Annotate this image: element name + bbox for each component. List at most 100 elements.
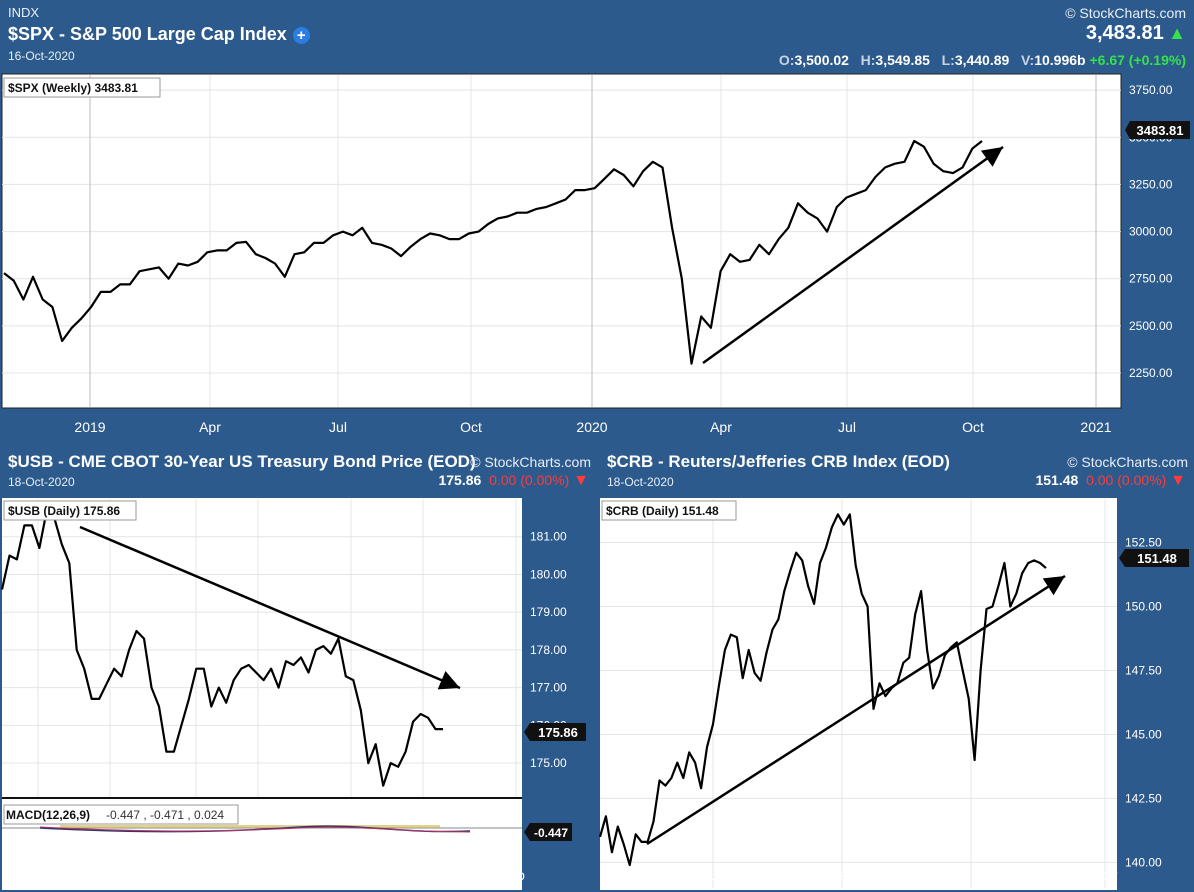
spx-legend-box: [3, 77, 161, 98]
x-tick-label: 2019: [74, 419, 105, 435]
y-tick-label: 2750.00: [1129, 272, 1173, 286]
x-tick-label: 14: [250, 867, 266, 883]
y-tick-label: 2500.00: [1129, 319, 1173, 333]
y-tick-label: 150.00: [1125, 599, 1162, 613]
crb-chart: 140.00 142.50 145.00 147.50 150.00 152.50 Aug S…: [599, 498, 1189, 890]
crb-price-tag: 151.48: [1119, 549, 1189, 567]
exchange-label: INDX: [8, 5, 40, 20]
x-tick-label: Oct: [960, 867, 982, 883]
usb-panel: $USB - CME CBOT 30-Year US Treasury Bond…: [0, 450, 597, 892]
add-icon[interactable]: +: [292, 27, 310, 45]
usb-last-price: 175.86: [438, 472, 482, 488]
usb-price-tag-label: 175.86: [538, 725, 578, 740]
crb-panel: $CRB - Reuters/Jefferies CRB Index (EOD)…: [599, 450, 1194, 892]
x-tick-label: Aug: [701, 867, 726, 883]
y-tick-label: 142.50: [1125, 791, 1162, 805]
crb-title: $CRB - Reuters/Jefferies CRB Index (EOD): [607, 452, 950, 471]
macd-tag: -0.447: [534, 826, 568, 840]
open-label: O:: [778, 52, 795, 68]
spx-ohlc: O:3,500.02 H:3,549.85 L:3,440.89 V:10.99…: [779, 52, 1186, 68]
usb-plot-area: [2, 498, 522, 890]
trend-arrow-head: [980, 147, 1003, 167]
y-tick-label: 147.50: [1125, 663, 1162, 677]
spx-title: $SPX - S&P 500 Large Cap Index: [8, 24, 287, 44]
x-tick-label: Jul: [329, 419, 347, 435]
x-tick-label: Jul: [838, 419, 856, 435]
x-tick-label: 14: [415, 867, 431, 883]
spx-last-row: 3,483.81 ▲: [1086, 22, 1186, 45]
x-tick-label: Apr: [710, 419, 732, 435]
x-tick-label: Oct: [962, 419, 984, 435]
y-tick-label: 179.00: [530, 605, 567, 619]
crb-price-tag-label: 151.48: [1137, 551, 1177, 566]
x-tick-label: Sep: [184, 867, 209, 883]
y-tick-label: 140.00: [1125, 855, 1162, 869]
macd-histogram: [60, 825, 440, 828]
spx-last-price: 3,483.81: [1085, 22, 1164, 44]
y-tick-label: 2250.00: [1129, 366, 1173, 380]
macd-panel: MACD(12,26,9) -0.447 , -0.471 , 0.024 -0…: [2, 804, 572, 841]
x-tick-label: Oct: [340, 867, 362, 883]
down-arrow-icon: ▼: [1170, 472, 1186, 489]
y-tick-label: 3000.00: [1129, 225, 1173, 239]
usb-legend: $USB (Daily) 175.86: [8, 504, 120, 518]
spx-price-tag-label: 3483.81: [1137, 123, 1184, 138]
macd-label: MACD(12,26,9): [6, 808, 90, 822]
spx-date: 16-Oct-2020: [8, 49, 75, 63]
x-tick-label: 2020: [576, 419, 607, 435]
macd-signal-line: [39, 826, 471, 833]
trend-arrow-line: [646, 574, 1066, 846]
x-tick-label: Oct: [460, 419, 482, 435]
volume-value: 10.996b: [1034, 52, 1086, 68]
usb-chart: 175.00176.00177.00178.00179.00180.00181.…: [0, 498, 586, 890]
usb-change: 0.00 (0.00%): [489, 472, 570, 488]
spx-legend: $SPX (Weekly) 3483.81: [8, 81, 138, 95]
y-tick-label: 180.00: [530, 567, 567, 581]
spx-price-tag: 3483.81: [1125, 121, 1190, 139]
up-arrow-icon: ▲: [1168, 23, 1186, 43]
trend-arrow-head: [1042, 576, 1065, 596]
y-tick-label: 177.00: [530, 681, 567, 695]
price-series-line: [3, 139, 983, 365]
change-value: +6.67 (+0.19%): [1089, 52, 1186, 68]
usb-last-row: 175.86 0.00 (0.00%) ▼: [438, 472, 589, 490]
spx-chart: 2250.002500.002750.003000.003250.003500.…: [1, 73, 1190, 435]
macd-legend-box: [3, 804, 239, 825]
macd-tag-bg: [524, 823, 572, 841]
macd-values: -0.447 , -0.471 , 0.024: [106, 808, 224, 822]
crb-watermark: © StockCharts.com: [1067, 454, 1188, 470]
high-label: H:: [860, 52, 876, 68]
y-tick-label: 152.50: [1125, 536, 1162, 550]
crb-date: 18-Oct-2020: [607, 475, 674, 489]
usb-title: $USB - CME CBOT 30-Year US Treasury Bond…: [8, 452, 476, 471]
usb-legend-box: [3, 500, 137, 521]
spx-panel: INDX $SPX - S&P 500 Large Cap Index + 16-…: [1, 5, 1190, 435]
crb-last-price: 151.48: [1035, 472, 1079, 488]
open-value: 3,500.02: [794, 52, 849, 68]
x-tick-label: No: [507, 867, 525, 883]
trend-arrow-line: [79, 525, 461, 690]
x-tick-label: Nov: [1093, 867, 1118, 883]
down-arrow-icon: ▼: [573, 472, 589, 489]
crb-last-row: 151.48 0.00 (0.00%) ▼: [1035, 472, 1186, 490]
low-label: L:: [941, 52, 955, 68]
crb-legend-box: [601, 500, 737, 521]
trend-arrow-head: [437, 670, 460, 690]
y-tick-label: 3250.00: [1129, 177, 1173, 191]
usb-watermark: © StockCharts.com: [470, 454, 591, 470]
usb-date: 18-Oct-2020: [8, 475, 75, 489]
price-series-line: [599, 513, 1047, 867]
x-tick-label: Sep: [830, 867, 855, 883]
spx-watermark: © StockCharts.com: [1065, 5, 1186, 21]
x-tick-label: Aug: [26, 867, 51, 883]
spx-plot-area: [1, 73, 1122, 409]
y-tick-label: 3750.00: [1129, 83, 1173, 97]
trend-arrow-line: [702, 145, 1004, 365]
y-tick-label: 181.00: [530, 530, 567, 544]
y-tick-label: 178.00: [530, 643, 567, 657]
crb-legend: $CRB (Daily) 151.48: [606, 504, 719, 518]
high-value: 3,549.85: [875, 52, 930, 68]
volume-label: V:: [1020, 52, 1035, 68]
usb-price-tag: 175.86: [524, 723, 586, 741]
x-tick-label: Apr: [199, 419, 221, 435]
